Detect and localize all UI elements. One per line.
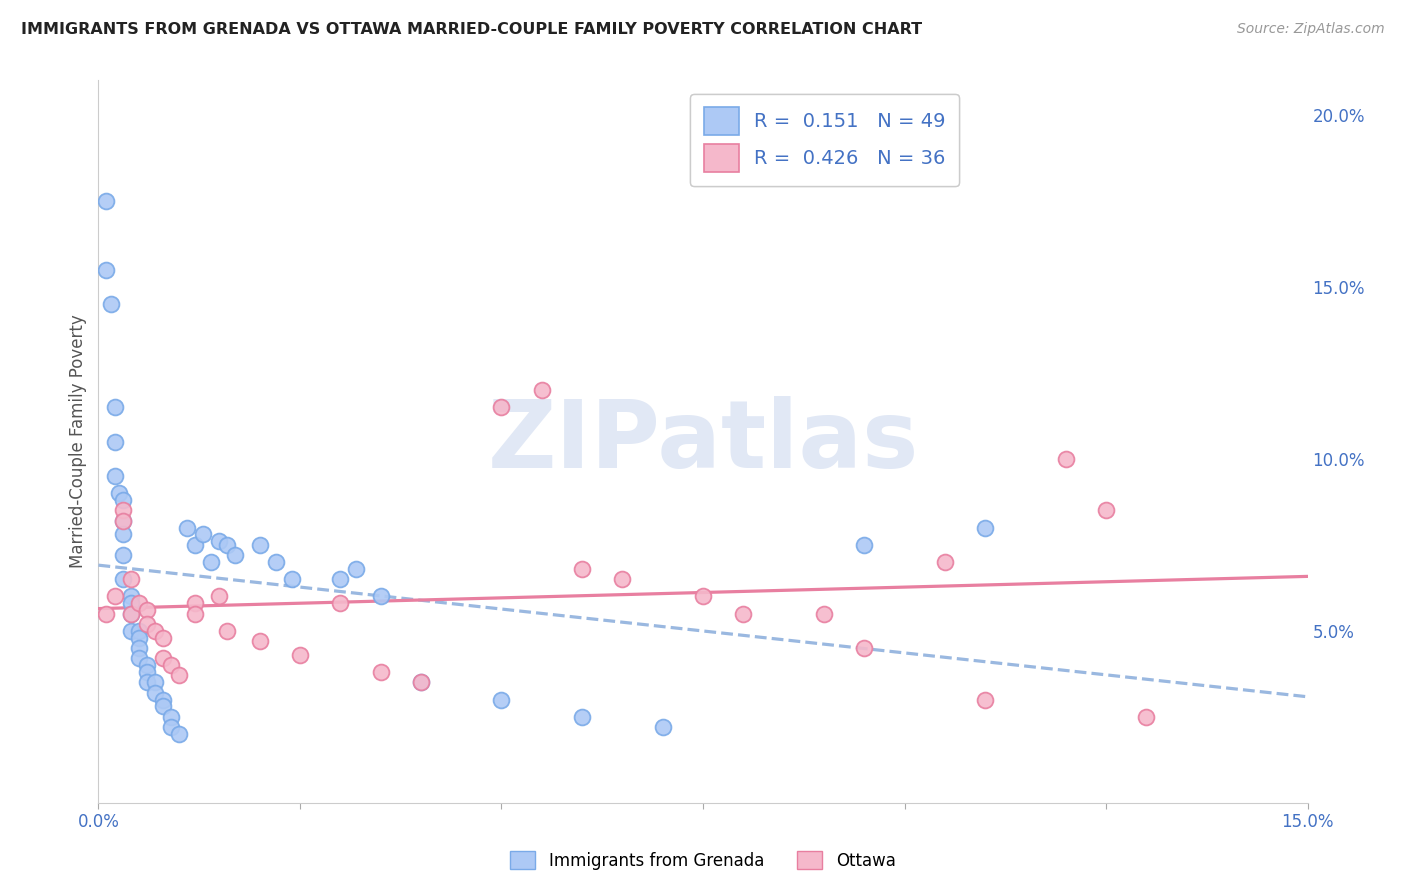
Point	[208, 590, 231, 604]
Point	[120, 590, 142, 604]
Point	[612, 572, 634, 586]
Point	[224, 548, 246, 562]
Point	[184, 538, 207, 552]
Point	[974, 692, 997, 706]
Point	[167, 727, 190, 741]
Point	[264, 555, 287, 569]
Point	[128, 651, 150, 665]
Point	[176, 520, 198, 534]
Point	[651, 720, 673, 734]
Point	[103, 469, 125, 483]
Point	[111, 493, 134, 508]
Point	[249, 634, 271, 648]
Point	[120, 572, 142, 586]
Point	[128, 631, 150, 645]
Point	[329, 572, 352, 586]
Point	[111, 514, 134, 528]
Point	[96, 262, 118, 277]
Point	[733, 607, 755, 621]
Point	[370, 590, 392, 604]
Point	[344, 562, 367, 576]
Point	[167, 668, 190, 682]
Point	[152, 699, 174, 714]
Point	[184, 596, 207, 610]
Point	[128, 624, 150, 638]
Point	[120, 607, 142, 621]
Point	[281, 572, 304, 586]
Point	[100, 297, 122, 311]
Point	[135, 603, 157, 617]
Point	[491, 692, 513, 706]
Point	[571, 710, 593, 724]
Point	[135, 665, 157, 679]
Point	[160, 710, 183, 724]
Point	[152, 631, 174, 645]
Point	[370, 665, 392, 679]
Point	[1054, 451, 1077, 466]
Point	[135, 616, 157, 631]
Point	[111, 503, 134, 517]
Point	[96, 194, 118, 208]
Point	[249, 538, 271, 552]
Point	[160, 658, 183, 673]
Point	[111, 572, 134, 586]
Point	[184, 607, 207, 621]
Point	[491, 400, 513, 414]
Point	[409, 675, 432, 690]
Point	[111, 514, 134, 528]
Point	[217, 624, 239, 638]
Point	[934, 555, 956, 569]
Point	[152, 651, 174, 665]
Point	[103, 400, 125, 414]
Point	[217, 538, 239, 552]
Point	[853, 640, 876, 655]
Point	[128, 640, 150, 655]
Legend: Immigrants from Grenada, Ottawa: Immigrants from Grenada, Ottawa	[503, 845, 903, 877]
Point	[96, 607, 118, 621]
Point	[103, 434, 125, 449]
Point	[135, 675, 157, 690]
Point	[329, 596, 352, 610]
Legend: R =  0.151   N = 49, R =  0.426   N = 36: R = 0.151 N = 49, R = 0.426 N = 36	[690, 94, 959, 186]
Y-axis label: Married-Couple Family Poverty: Married-Couple Family Poverty	[69, 315, 87, 568]
Point	[111, 548, 134, 562]
Point	[193, 527, 215, 541]
Point	[135, 658, 157, 673]
Point	[288, 648, 311, 662]
Text: Source: ZipAtlas.com: Source: ZipAtlas.com	[1237, 22, 1385, 37]
Point	[853, 538, 876, 552]
Point	[143, 675, 166, 690]
Text: ZIPatlas: ZIPatlas	[488, 395, 918, 488]
Point	[1095, 503, 1118, 517]
Point	[530, 383, 553, 397]
Point	[692, 590, 714, 604]
Point	[208, 534, 231, 549]
Point	[111, 527, 134, 541]
Point	[107, 486, 129, 500]
Point	[409, 675, 432, 690]
Point	[152, 692, 174, 706]
Point	[120, 607, 142, 621]
Point	[143, 686, 166, 700]
Point	[813, 607, 835, 621]
Point	[103, 590, 125, 604]
Point	[120, 624, 142, 638]
Point	[143, 624, 166, 638]
Point	[1135, 710, 1157, 724]
Text: IMMIGRANTS FROM GRENADA VS OTTAWA MARRIED-COUPLE FAMILY POVERTY CORRELATION CHAR: IMMIGRANTS FROM GRENADA VS OTTAWA MARRIE…	[21, 22, 922, 37]
Point	[128, 596, 150, 610]
Point	[974, 520, 997, 534]
Point	[120, 596, 142, 610]
Point	[571, 562, 593, 576]
Point	[160, 720, 183, 734]
Point	[200, 555, 222, 569]
